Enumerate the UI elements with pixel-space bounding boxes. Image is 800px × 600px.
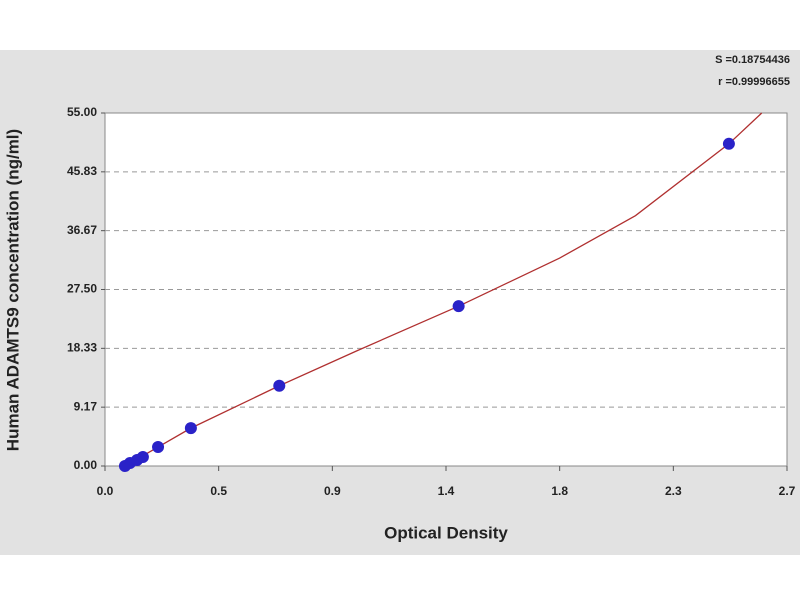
x-tick-label: 1.4 [438, 484, 455, 498]
y-tick-label: 45.83 [67, 164, 97, 178]
x-tick-label: 2.7 [779, 484, 796, 498]
y-tick-label: 9.17 [74, 399, 98, 413]
annotation: S =0.18754436 [715, 54, 790, 66]
x-tick-label: 1.8 [551, 484, 568, 498]
y-tick-label: 55.00 [67, 105, 97, 119]
data-point [152, 441, 165, 454]
y-tick-label: 18.33 [67, 341, 97, 355]
data-point [452, 300, 465, 313]
x-tick-label: 2.3 [665, 484, 682, 498]
x-tick-label: 0.9 [324, 484, 341, 498]
y-tick-label: 0.00 [74, 458, 98, 472]
y-axis-label: Human ADAMTS9 concentration (ng/ml) [3, 129, 22, 451]
data-point [136, 451, 149, 464]
annotation: r =0.99996655 [718, 76, 790, 88]
y-tick-label: 36.67 [67, 223, 97, 237]
data-point [722, 137, 735, 150]
x-axis-label: Optical Density [384, 523, 508, 542]
x-tick-label: 0.0 [97, 484, 114, 498]
y-tick-label: 27.50 [67, 282, 97, 296]
data-point [273, 379, 286, 392]
data-point [184, 422, 197, 435]
fit-curve [124, 112, 763, 467]
x-tick-label: 0.5 [210, 484, 227, 498]
